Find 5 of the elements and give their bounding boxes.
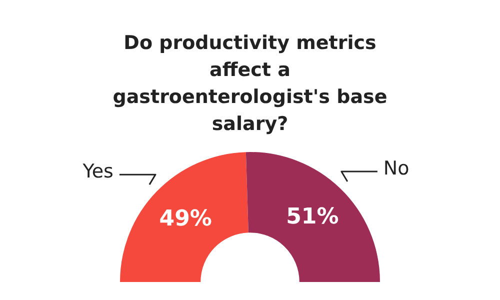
- data-label: 51%: [286, 204, 339, 230]
- slice-label: Yes: [82, 160, 114, 183]
- slice-label: No: [383, 157, 410, 180]
- chart-title: Do productivity metrics affect a gastroenterologist's base salary?: [112, 31, 388, 137]
- data-label: 49%: [159, 206, 212, 232]
